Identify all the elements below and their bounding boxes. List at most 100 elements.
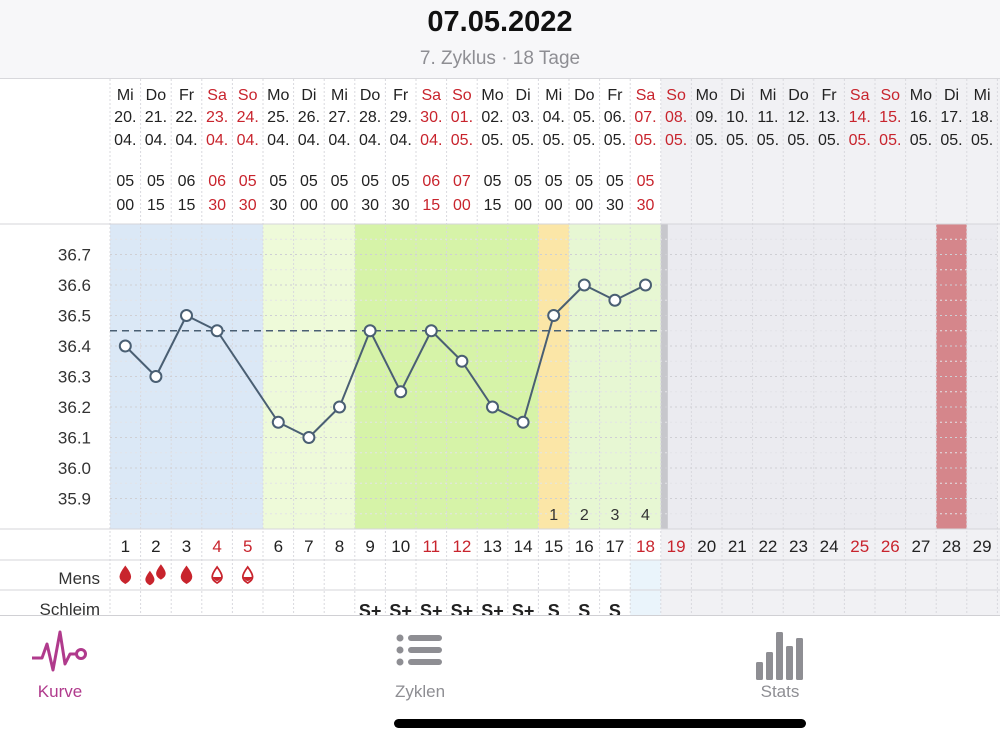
blood-drop-icon <box>156 564 166 580</box>
day-label: 11. <box>757 109 778 126</box>
temperature-chart[interactable]: Mi20.04.05001Do21.04.05152Fr22.04.06153S… <box>0 79 1000 615</box>
day-label: 14. <box>849 109 871 126</box>
cycle-day-number: 9 <box>365 537 374 556</box>
time-minute: 00 <box>514 197 532 214</box>
time-minute: 00 <box>575 197 593 214</box>
blood-drop-icon <box>145 570 155 586</box>
cycle-day-number: 18 <box>636 537 655 556</box>
weekday-label: So <box>666 87 686 104</box>
cycle-day-number: 2 <box>151 537 160 556</box>
time-minute: 30 <box>208 197 226 214</box>
day-label: 17. <box>940 109 962 126</box>
day-label: 30. <box>420 109 442 126</box>
weekday-label: Mi <box>117 87 134 104</box>
weekday-label: Sa <box>207 87 227 104</box>
cycle-chart-area[interactable]: Mi 20. 04. 05 00 1 Do 21. 04. 05 15 2 Fr 22. 04. 06 15 3 S… <box>0 79 1000 615</box>
today-column-highlight <box>630 560 661 615</box>
weekday-label: Fr <box>822 87 838 104</box>
mens-row-label: Mens <box>58 569 100 588</box>
time-hour: 05 <box>545 173 563 190</box>
y-tick-label: 36.4 <box>58 337 91 356</box>
cycle-day-number: 23 <box>789 537 808 556</box>
month-label: 05. <box>879 132 901 149</box>
y-tick-label: 36.2 <box>58 398 91 417</box>
temperature-point <box>486 400 499 414</box>
month-label: 05. <box>573 132 595 149</box>
weekday-label: Di <box>301 87 316 104</box>
y-tick-label: 36.3 <box>58 368 91 387</box>
weekday-label: Di <box>516 87 531 104</box>
time-hour: 05 <box>147 173 165 190</box>
weekday-label: So <box>452 87 472 104</box>
cycle-day-number: 25 <box>850 537 869 556</box>
cycle-day-number: 21 <box>728 537 747 556</box>
day-label: 23. <box>206 109 228 126</box>
time-minute: 30 <box>361 197 379 214</box>
day-label: 01. <box>451 109 473 126</box>
tab-zyklen[interactable]: Zyklen <box>320 616 520 716</box>
post-ovulation-counter: 3 <box>610 507 619 524</box>
time-minute: 00 <box>116 197 134 214</box>
day-label: 25. <box>267 109 289 126</box>
time-hour: 05 <box>392 173 410 190</box>
day-label: 24. <box>237 109 259 126</box>
time-hour: 05 <box>300 173 318 190</box>
weekday-label: Mo <box>267 87 289 104</box>
month-label: 05. <box>910 132 932 149</box>
time-hour: 07 <box>453 173 471 190</box>
cycle-day-number: 11 <box>422 537 440 556</box>
home-indicator <box>394 719 806 728</box>
time-hour: 06 <box>422 173 440 190</box>
weekday-label: Mo <box>910 87 932 104</box>
month-label: 05. <box>481 132 503 149</box>
month-label: 04. <box>420 132 442 149</box>
time-hour: 05 <box>239 173 257 190</box>
tab-stats-label: Stats <box>760 682 800 701</box>
temperature-point <box>302 431 316 444</box>
phase-band-future <box>660 224 937 529</box>
weekday-label: Mi <box>545 87 562 104</box>
cycle-day-number: 16 <box>575 537 594 556</box>
month-label: 05. <box>665 132 687 149</box>
temperature-point <box>577 278 591 292</box>
day-label: 12. <box>787 109 809 126</box>
day-label: 22. <box>175 109 197 126</box>
y-tick-label: 36.0 <box>58 459 91 478</box>
weekday-label: Mi <box>331 87 348 104</box>
time-minute: 30 <box>392 197 410 214</box>
temperature-point <box>180 309 193 322</box>
weekday-label: Fr <box>393 87 409 104</box>
month-label: 05. <box>604 132 626 149</box>
cycle-day-number: 14 <box>514 537 533 556</box>
day-label: 21. <box>145 109 167 126</box>
cycle-day-number: 24 <box>820 537 839 556</box>
mucus-marker: S <box>578 601 590 615</box>
tab-stats[interactable]: Stats <box>680 616 880 716</box>
temperature-point <box>271 415 285 429</box>
month-label: 04. <box>237 132 259 149</box>
mucus-marker: S <box>609 601 621 615</box>
time-hour: 05 <box>606 173 624 190</box>
day-label: 20. <box>114 109 136 126</box>
day-label: 16. <box>910 109 932 126</box>
bar-stats-icon <box>756 632 803 680</box>
weekday-label: Sa <box>850 87 870 104</box>
month-label: 05. <box>849 132 871 149</box>
cycle-day-number: 1 <box>121 537 130 556</box>
time-hour: 05 <box>269 173 287 190</box>
month-label: 04. <box>298 132 320 149</box>
cycle-day-number: 19 <box>667 537 686 556</box>
temperature-point <box>210 324 224 338</box>
time-minute: 30 <box>239 197 257 214</box>
time-hour: 05 <box>361 173 379 190</box>
time-minute: 15 <box>147 197 165 214</box>
phase-band-post <box>569 224 661 529</box>
mucus-marker: S+ <box>359 601 382 615</box>
y-tick-label: 36.5 <box>58 307 91 326</box>
tab-kurve[interactable]: Kurve <box>0 616 160 716</box>
time-minute: 00 <box>453 197 471 214</box>
blood-drop-icon <box>119 565 132 585</box>
time-minute: 00 <box>545 197 563 214</box>
y-tick-label: 36.6 <box>58 276 91 295</box>
mucus-marker: S <box>548 601 560 615</box>
